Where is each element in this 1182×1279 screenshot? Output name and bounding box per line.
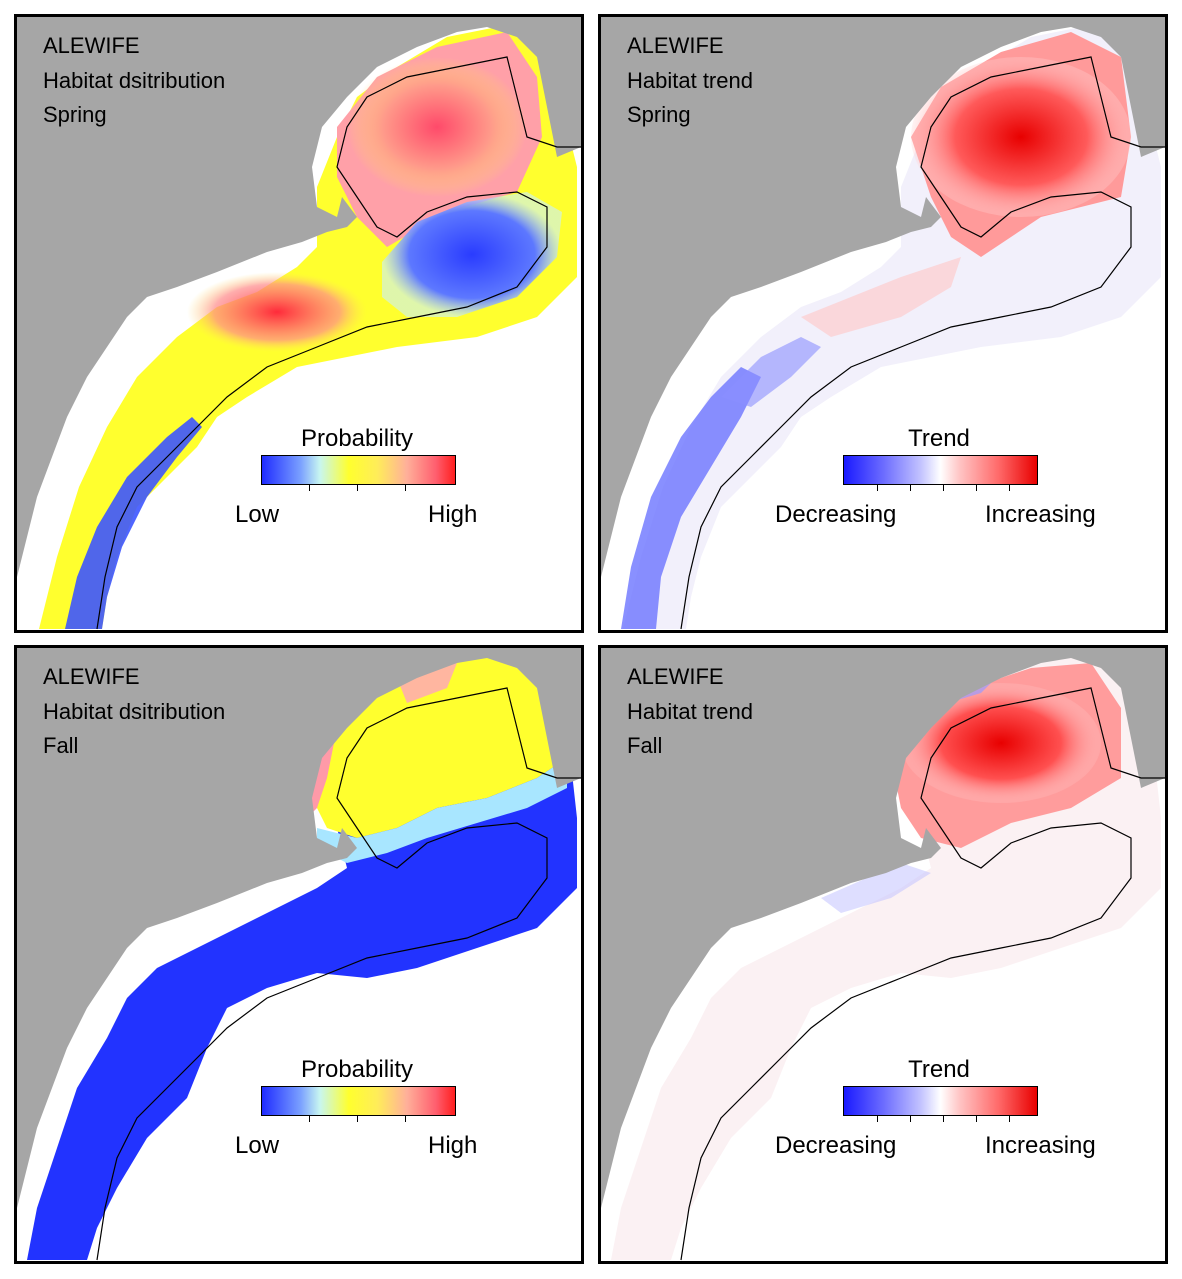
legend-high-label: Increasing	[985, 1132, 1096, 1159]
map-spring-trend	[601, 17, 1165, 630]
species-label: ALEWIFE	[627, 664, 724, 689]
habitat-low-shelfedge	[65, 417, 202, 629]
legend-colorbar-probability	[261, 455, 456, 485]
legend-title: Trend	[908, 1056, 970, 1083]
legend-low-label: Decreasing	[775, 501, 897, 528]
legend-high-label: Increasing	[985, 501, 1096, 528]
legend-low-label: Low	[235, 1132, 280, 1159]
trend-decrease-area	[621, 367, 761, 629]
metric-label: Habitat dsitribution	[43, 699, 226, 724]
season-label: Fall	[627, 733, 663, 758]
season-label: Spring	[627, 102, 691, 127]
legend-low-label: Low	[235, 501, 280, 528]
metric-label: Habitat trend	[627, 699, 753, 724]
species-label: ALEWIFE	[43, 664, 140, 689]
land-nova-scotia	[557, 37, 581, 117]
metric-label: Habitat dsitribution	[43, 68, 226, 93]
depth-contour	[96, 56, 581, 630]
legend-low-label: Decreasing	[775, 1132, 897, 1159]
map-fall-trend	[601, 648, 1165, 1261]
legend-title: Probability	[300, 1056, 414, 1083]
trend-increase-hotspot	[901, 683, 1101, 803]
season-label: Fall	[43, 733, 79, 758]
legend-title: Trend	[908, 425, 970, 452]
habitat-low-georges	[382, 192, 562, 317]
legend-title: Probability	[300, 425, 414, 452]
land-coast	[17, 17, 581, 577]
map-spring-distribution	[17, 17, 581, 630]
legend-high-label: High	[428, 501, 478, 528]
map-panel-fall-distribution: ALEWIFE Habitat dsitribution Fall Probab…	[14, 645, 584, 1264]
legend-colorbar-trend	[843, 1086, 1038, 1116]
habitat-transition	[317, 758, 567, 863]
species-label: ALEWIFE	[627, 33, 724, 58]
map-panel-fall-trend: ALEWIFE Habitat trend Fall Trend Decreas…	[598, 645, 1168, 1264]
trend-increase-hotspot	[911, 57, 1131, 217]
legend-high-label: High	[428, 1132, 478, 1159]
map-fall-distribution	[17, 648, 581, 1261]
habitat-hotspot	[187, 272, 367, 352]
metric-label: Habitat trend	[627, 68, 753, 93]
species-label: ALEWIFE	[43, 33, 140, 58]
season-label: Spring	[43, 102, 107, 127]
map-panel-spring-distribution: ALEWIFE Habitat dsitribution Spring Prob…	[14, 14, 584, 633]
legend-colorbar-trend	[843, 455, 1038, 485]
legend-colorbar-probability	[261, 1086, 456, 1116]
map-panel-spring-trend: ALEWIFE Habitat trend Spring Trend Decre…	[598, 14, 1168, 633]
